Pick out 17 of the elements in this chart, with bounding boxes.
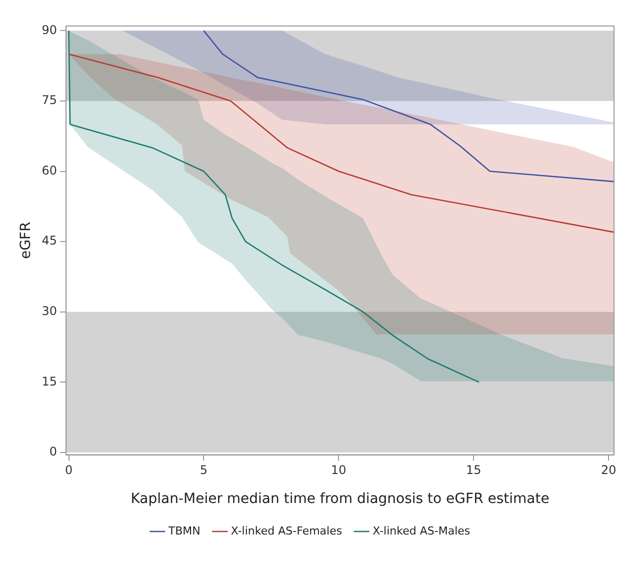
- x-tick-label: 10: [331, 463, 346, 478]
- x-axis-title: Kaplan-Meier median time from diagnosis to eGFR estimate: [130, 491, 550, 508]
- x-tick-label: 0: [64, 463, 73, 478]
- y-tick-label: 90: [42, 22, 58, 37]
- legend-label: X-linked AS-Males: [372, 524, 470, 538]
- legend-label: TBMN: [167, 524, 200, 538]
- legend-label: X-linked AS-Females: [230, 524, 342, 538]
- x-tick-label: 20: [600, 463, 616, 478]
- x-tick-label: 15: [466, 463, 482, 478]
- y-tick-label: 0: [49, 444, 58, 459]
- y-tick-label: 30: [42, 304, 58, 318]
- y-tick-label: 60: [42, 163, 58, 178]
- y-tick-label: 75: [42, 93, 58, 108]
- y-tick-label: 15: [42, 374, 58, 388]
- y-axis-title: eGFR: [18, 222, 34, 260]
- y-tick-label: 45: [42, 234, 58, 248]
- x-tick-label: 5: [200, 463, 208, 478]
